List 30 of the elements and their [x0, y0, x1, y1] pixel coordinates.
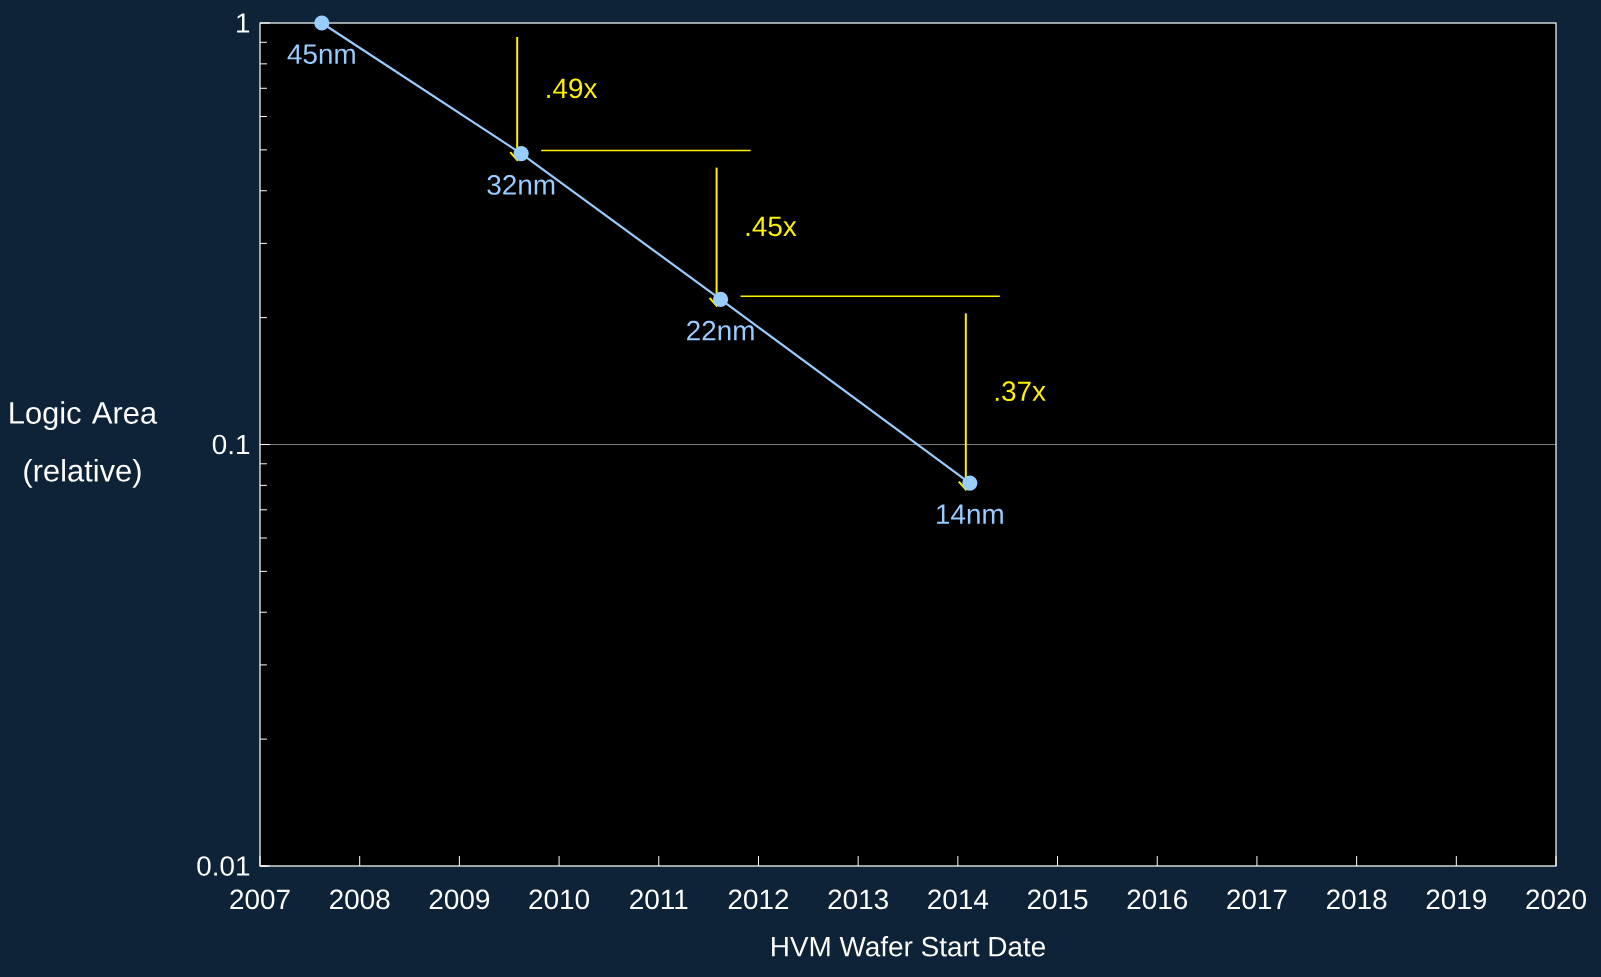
- x-tick-label: 2008: [330, 889, 390, 910]
- annotation: .37x: [995, 381, 1046, 402]
- annotation: 32nm: [487, 175, 555, 195]
- x-tick-label: 2017: [1227, 889, 1287, 910]
- x-tick-label: 2013: [828, 889, 888, 910]
- x-tick-label: 2018: [1327, 889, 1387, 910]
- x-tick-label: 2020: [1526, 889, 1586, 910]
- x-tick-label: 2016: [1127, 889, 1188, 910]
- annotation: .49x: [547, 78, 598, 99]
- y-axis-title: Logic Area (relative): [10, 401, 158, 488]
- y-tick-label: 1: [237, 13, 250, 33]
- x-tick-label: 2015: [1027, 889, 1088, 910]
- x-axis-title: HVM Wafer Start Date: [772, 936, 1045, 957]
- point: [513, 145, 529, 162]
- x-tick-label: 2011: [630, 889, 688, 910]
- annotation: 22nm: [687, 320, 754, 341]
- y-tick-label: 0.01: [197, 856, 250, 876]
- point: [712, 291, 729, 307]
- x-tick-label: 2010: [529, 889, 589, 910]
- x-tick-label: 2009: [429, 889, 490, 910]
- x-tick-label: 2012: [728, 889, 789, 910]
- point: [962, 475, 978, 491]
- point: [314, 15, 330, 31]
- x-tick-label: 2007: [230, 889, 290, 910]
- annotation: .45x: [746, 216, 797, 237]
- y-tick-label: 0.1: [212, 434, 250, 455]
- x-tick-label: 2019: [1426, 889, 1487, 910]
- annotation: 14nm: [937, 504, 1003, 524]
- x-tick-label: 2014: [928, 889, 989, 910]
- annotation: 45nm: [287, 44, 355, 64]
